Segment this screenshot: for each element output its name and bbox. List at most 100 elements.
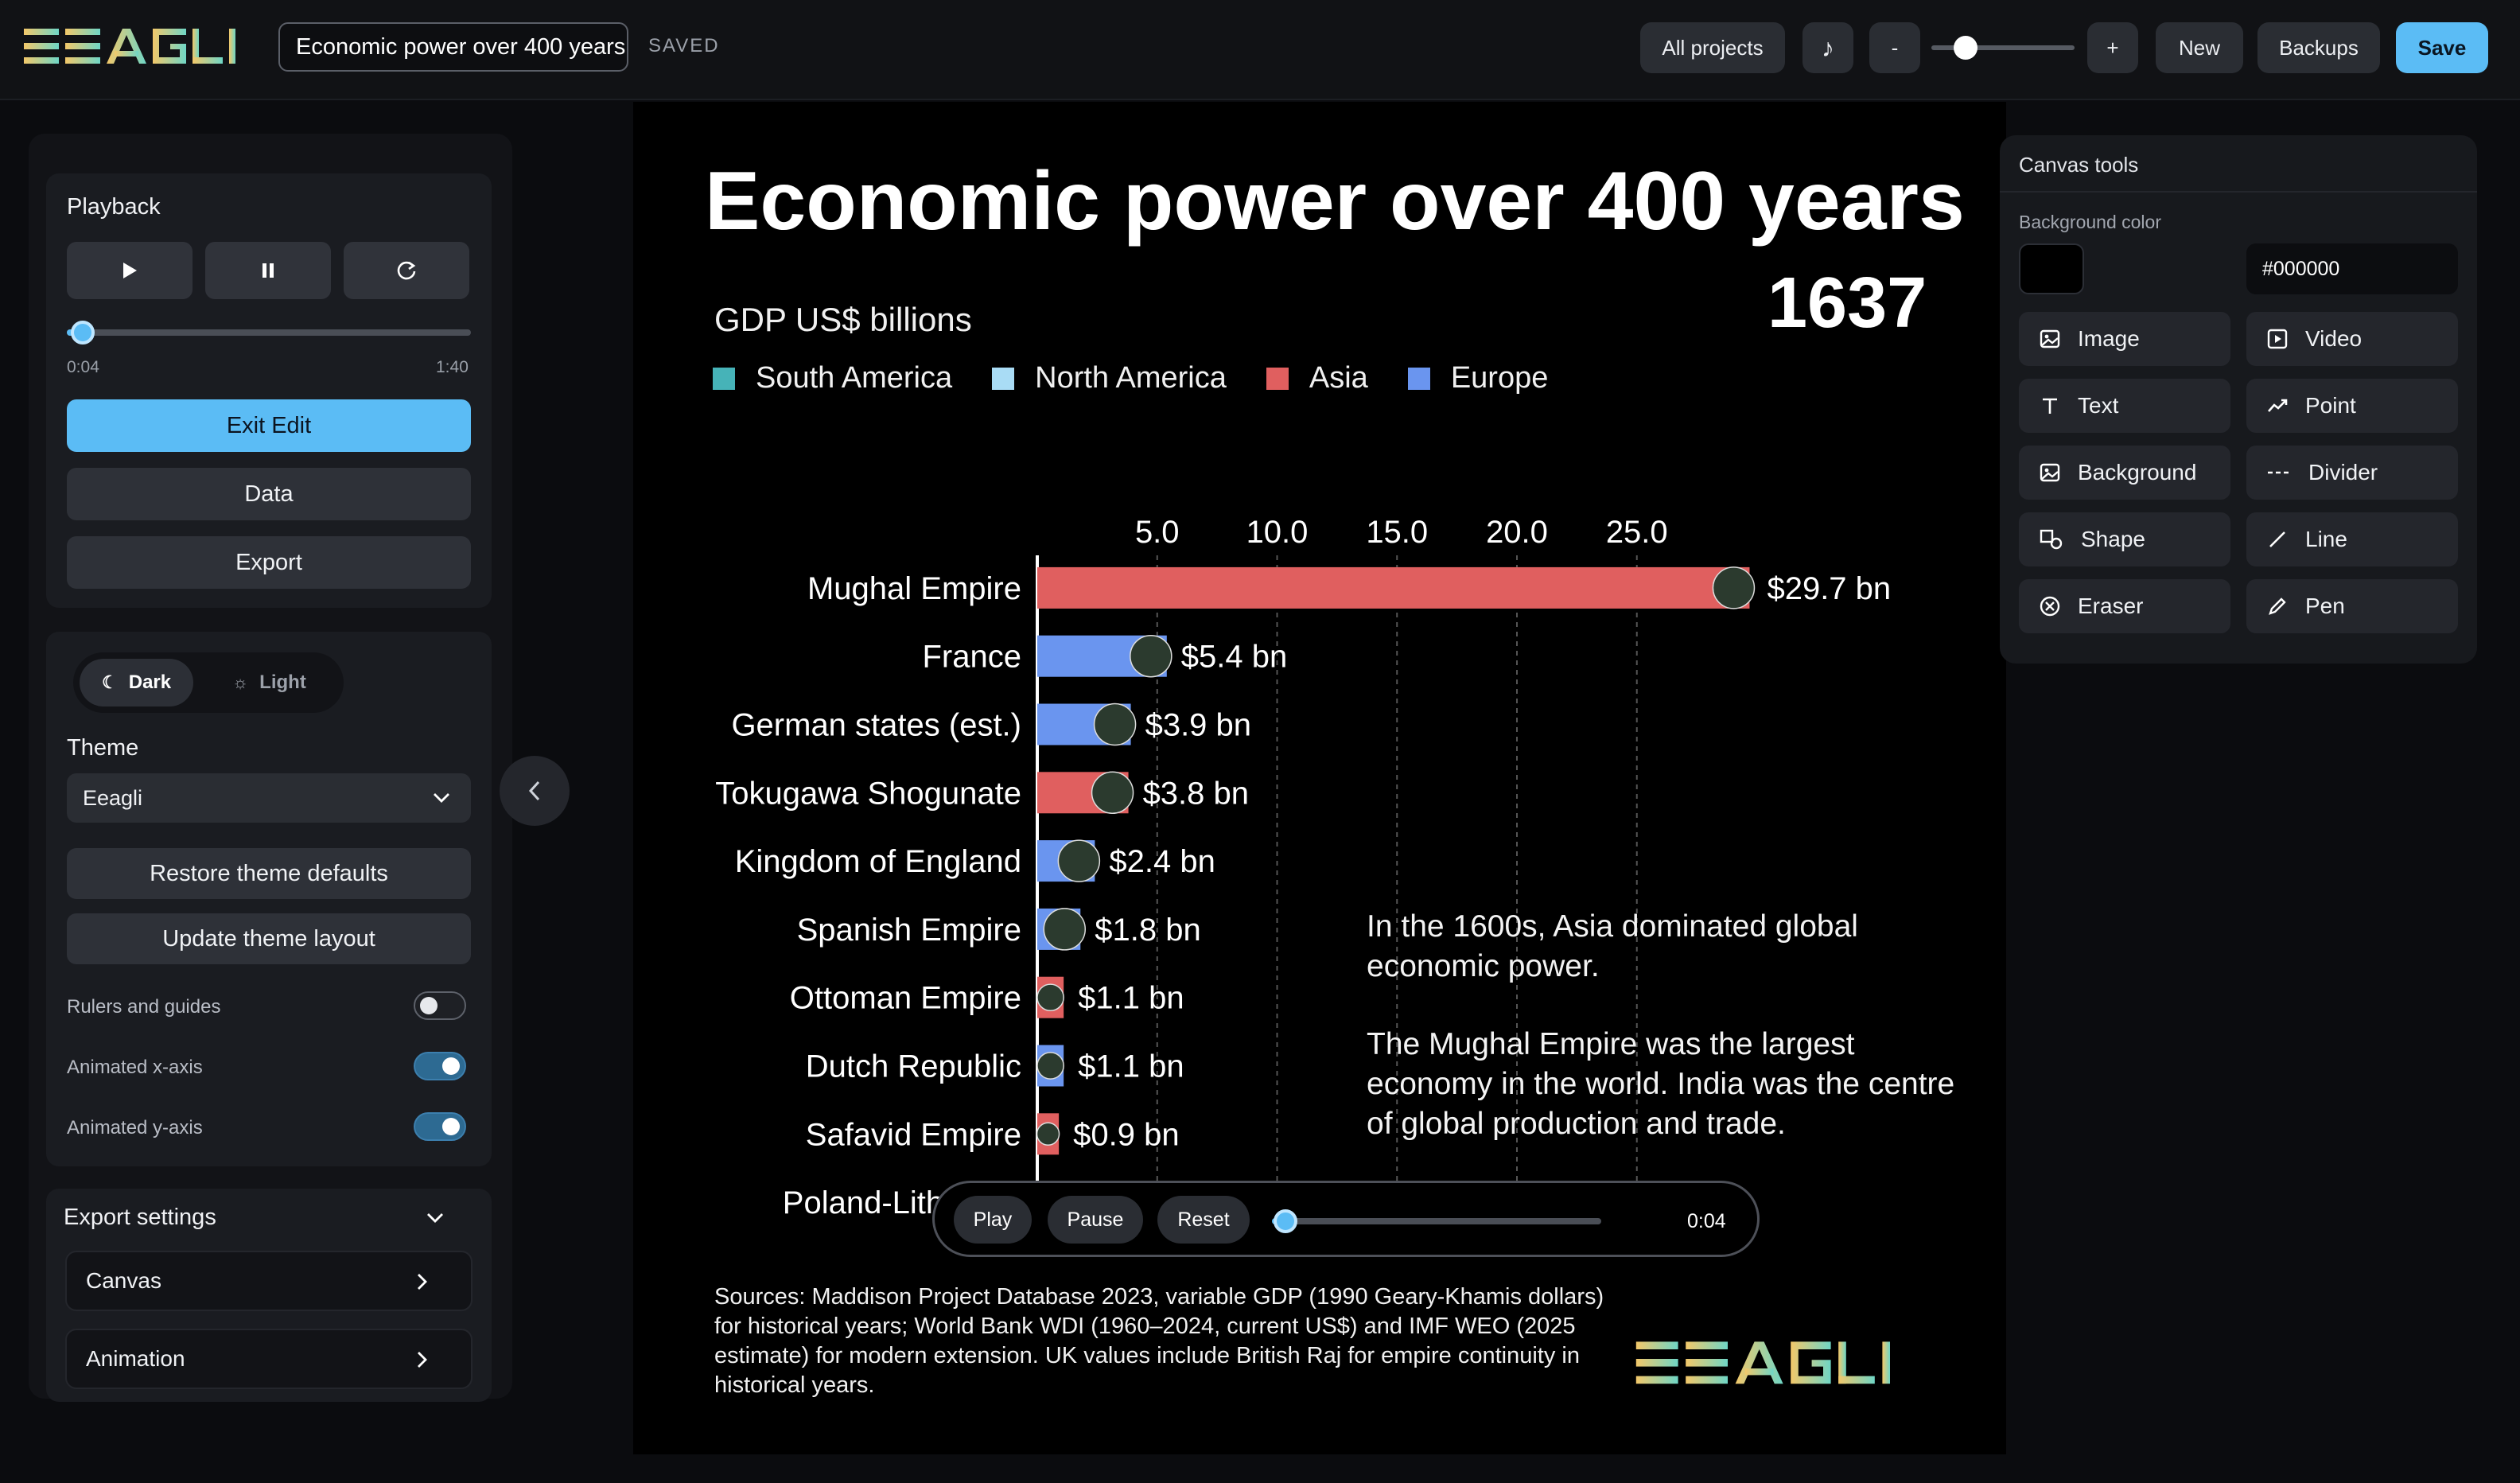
legend-item: South America: [713, 361, 952, 395]
background-tool-button[interactable]: Background: [2019, 446, 2230, 500]
x-tick-label: 15.0: [1366, 515, 1428, 550]
canvas-settings-row[interactable]: Canvas: [65, 1251, 472, 1311]
theme-select-value: Eeagli: [83, 786, 143, 810]
bar: [1037, 566, 1750, 609]
playback-card: Playback 0:04 1:40 Exit Edit Data Export: [46, 173, 492, 608]
pen-icon: [2269, 597, 2286, 615]
x-tick-label: 20.0: [1486, 515, 1548, 550]
value-label: $3.9 bn: [1145, 708, 1251, 743]
playback-slider-thumb[interactable]: [71, 321, 95, 344]
play-icon: [123, 263, 137, 278]
value-label: $0.9 bn: [1073, 1117, 1179, 1152]
legend-swatch: [1266, 367, 1289, 390]
chart-year: 1637: [1768, 263, 1927, 343]
update-theme-layout-button[interactable]: Update theme layout: [67, 913, 471, 964]
exit-edit-button[interactable]: Exit Edit: [67, 399, 471, 452]
zoom-slider[interactable]: [1931, 45, 2075, 50]
theme-label: Theme: [67, 735, 139, 761]
export-button[interactable]: Export: [67, 536, 471, 589]
save-button[interactable]: Save: [2396, 22, 2488, 73]
stage-pause-button[interactable]: Pause: [1048, 1196, 1143, 1244]
category-label: Tokugawa Shogunate: [715, 776, 1021, 811]
zoom-in-button[interactable]: +: [2087, 22, 2138, 73]
text-tool-button[interactable]: Text: [2019, 379, 2230, 433]
canvas-settings-label: Canvas: [86, 1268, 161, 1293]
tool-label: Line: [2305, 527, 2347, 551]
collapse-panel-button[interactable]: [500, 756, 570, 826]
background-color-input[interactable]: #000000: [2246, 243, 2458, 294]
save-status: SAVED: [648, 35, 720, 56]
play-button[interactable]: [67, 242, 192, 299]
playback-slider[interactable]: [67, 329, 471, 336]
category-label: Kingdom of England: [735, 844, 1021, 879]
background-color-label: Background color: [2019, 212, 2161, 232]
line-tool-button[interactable]: Line: [2246, 512, 2458, 566]
divider: [2000, 191, 2477, 193]
canvas-tools-panel: Canvas tools Background color #000000 Im…: [2000, 135, 2477, 664]
restart-button[interactable]: [344, 242, 469, 299]
bar-flag-icon: [1036, 983, 1064, 1012]
chart-unit-label: GDP US$ billions: [714, 301, 972, 338]
chart-title: Economic power over 400 years: [705, 155, 1965, 247]
canvas-tools-title: Canvas tools: [2019, 153, 2139, 177]
image-icon: [2040, 463, 2060, 482]
project-title-input[interactable]: Economic power over 400 years: [278, 22, 628, 72]
eraser-tool-button[interactable]: Eraser: [2019, 579, 2230, 633]
all-projects-button[interactable]: All projects: [1640, 22, 1785, 73]
chart-legend: South America North America Asia Europe: [713, 361, 1567, 395]
export-settings-title[interactable]: Export settings: [64, 1205, 216, 1230]
new-button[interactable]: New: [2156, 22, 2243, 73]
stage-progress-slider[interactable]: [1272, 1218, 1601, 1224]
theme-select[interactable]: Eeagli: [67, 773, 471, 823]
stage-play-button[interactable]: Play: [954, 1196, 1032, 1244]
chevron-left-icon: [528, 780, 540, 801]
line-icon: [2269, 531, 2285, 547]
pause-button[interactable]: [205, 242, 331, 299]
backups-button[interactable]: Backups: [2258, 22, 2380, 73]
tool-label: Text: [2078, 393, 2119, 418]
music-button[interactable]: ♪: [1802, 22, 1853, 73]
tool-label: Video: [2305, 326, 2362, 351]
image-tool-button[interactable]: Image: [2019, 312, 2230, 366]
dark-mode-option[interactable]: ☾ Dark: [80, 659, 194, 706]
divider-tool-button[interactable]: Divider: [2246, 446, 2458, 500]
stage-reset-button[interactable]: Reset: [1157, 1196, 1250, 1244]
chevron-down-icon[interactable]: [426, 1212, 444, 1224]
animated-y-axis-toggle[interactable]: [414, 1112, 466, 1141]
tool-label: Shape: [2081, 527, 2145, 551]
restart-icon: [397, 261, 416, 280]
legend-item: Asia: [1266, 361, 1368, 395]
category-label: France: [923, 640, 1022, 675]
shape-tool-button[interactable]: Shape: [2019, 512, 2230, 566]
legend-swatch: [1407, 367, 1430, 390]
pen-tool-button[interactable]: Pen: [2246, 579, 2458, 633]
callout-text-1: In the 1600s, Asia dominated global econ…: [1367, 909, 1858, 983]
stage-canvas[interactable]: Economic power over 400 years 1637 GDP U…: [633, 102, 2006, 1454]
light-mode-label: Light: [259, 671, 306, 693]
x-tick-label: 10.0: [1246, 515, 1309, 550]
background-color-swatch[interactable]: [2019, 243, 2084, 294]
tool-label: Eraser: [2078, 594, 2144, 618]
tool-label: Image: [2078, 326, 2140, 351]
legend-label: North America: [1035, 361, 1227, 395]
zoom-slider-thumb[interactable]: [1954, 36, 1978, 60]
rulers-guides-toggle[interactable]: [414, 991, 466, 1020]
point-tool-button[interactable]: Point: [2246, 379, 2458, 433]
tool-label: Divider: [2308, 460, 2378, 485]
brand-logo[interactable]: [24, 27, 240, 71]
light-mode-option[interactable]: ☼ Light: [210, 659, 329, 706]
restore-theme-defaults-button[interactable]: Restore theme defaults: [67, 848, 471, 899]
value-label: $29.7 bn: [1767, 571, 1891, 606]
data-button[interactable]: Data: [67, 468, 471, 520]
stage-progress-thumb[interactable]: [1273, 1209, 1297, 1233]
zoom-out-button[interactable]: -: [1869, 22, 1920, 73]
legend-item: North America: [992, 361, 1227, 395]
sources-text: Sources: Maddison Project Database 2023,…: [714, 1284, 1604, 1398]
animation-settings-row[interactable]: Animation: [65, 1329, 472, 1389]
animated-x-axis-toggle[interactable]: [414, 1052, 466, 1080]
total-time: 1:40: [436, 358, 469, 376]
value-label: $3.8 bn: [1143, 776, 1249, 811]
theme-card: ☾ Dark ☼ Light Theme Eeagli Restore them…: [46, 632, 492, 1166]
video-icon: [2267, 329, 2288, 349]
video-tool-button[interactable]: Video: [2246, 312, 2458, 366]
